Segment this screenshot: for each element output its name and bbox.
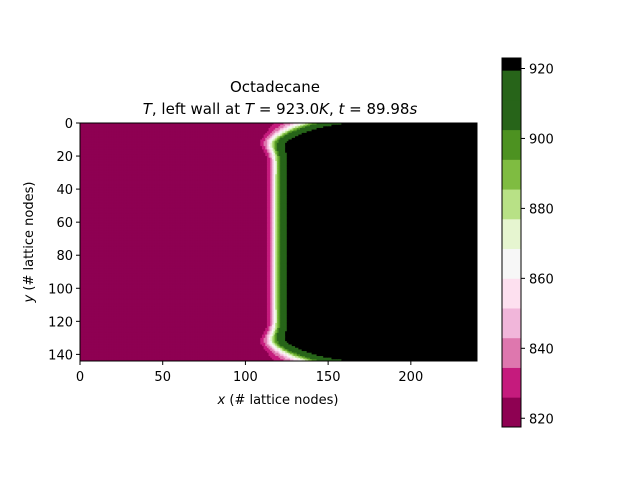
chart-subtitle: T, left wall at T = 923.0K, t = 89.98s (143, 100, 418, 118)
chart-title: Octadecane (230, 78, 320, 96)
subtitle-sep: , (329, 100, 339, 118)
subtitle-mid: , left wall at (152, 100, 245, 118)
subtitle-t-unit: s (409, 100, 417, 118)
subtitle-t-val: = 89.98 (344, 100, 409, 118)
subtitle-eq: = 923.0 (254, 100, 319, 118)
plot-area (80, 123, 477, 361)
